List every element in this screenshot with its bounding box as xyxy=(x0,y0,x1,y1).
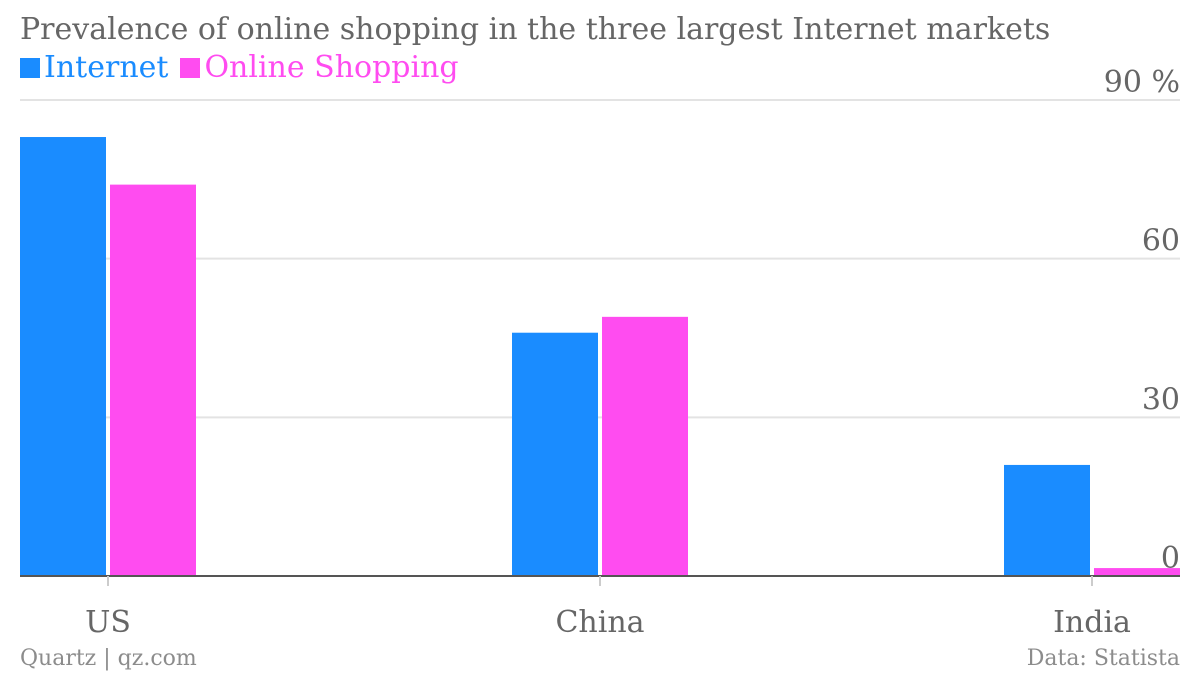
x-tick-label-india: India xyxy=(1053,605,1131,640)
footer-source: Quartz | qz.com xyxy=(20,646,197,671)
legend: Internet Online Shopping xyxy=(20,50,471,85)
y-tick-label-3: 90 % xyxy=(1104,65,1180,100)
bar-china-internet xyxy=(512,332,598,576)
bar-india-internet xyxy=(1004,464,1090,576)
legend-swatch-internet xyxy=(20,57,40,78)
y-tick-label-1: 30 xyxy=(1142,382,1180,417)
bar-india-online-shopping xyxy=(1094,568,1180,576)
legend-item-online-shopping: Online Shopping xyxy=(180,50,459,85)
legend-label-internet: Internet xyxy=(44,50,169,85)
legend-item-internet: Internet xyxy=(20,50,168,85)
legend-swatch-online-shopping xyxy=(180,57,201,78)
x-tick-label-china: China xyxy=(555,605,644,640)
x-tick-label-us: US xyxy=(85,605,131,640)
y-tick-label-2: 60 xyxy=(1142,224,1180,259)
legend-label-online-shopping: Online Shopping xyxy=(204,50,459,85)
bar-us-online-shopping xyxy=(110,184,196,576)
chart-title: Prevalence of online shopping in the thr… xyxy=(20,12,1051,47)
y-tick-label-0: 0 xyxy=(1161,541,1180,576)
footer-credit: Data: Statista xyxy=(1026,646,1180,671)
bar-china-online-shopping xyxy=(602,316,688,576)
bar-us-internet xyxy=(20,137,106,576)
